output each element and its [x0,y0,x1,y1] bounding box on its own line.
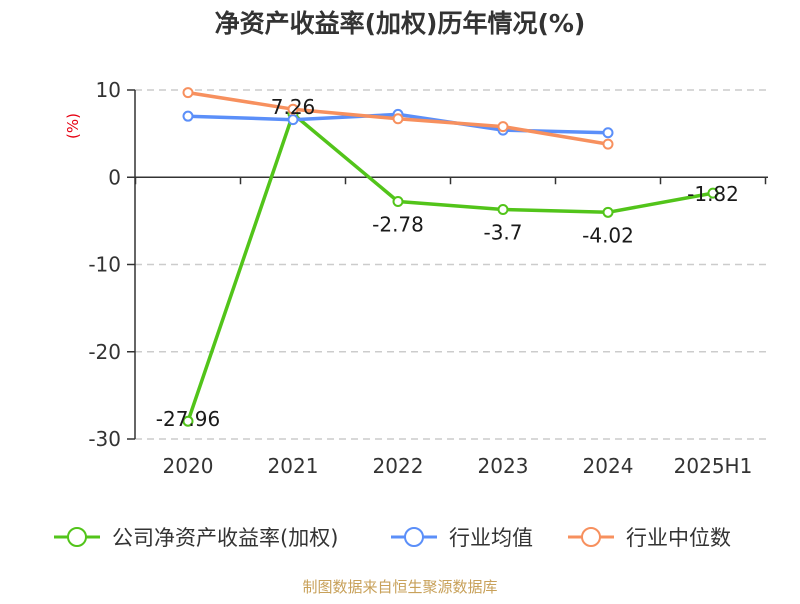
series-point [287,103,299,115]
y-tick-label: 0 [108,165,121,189]
series-point [182,415,194,427]
x-tick-label: 2022 [373,454,424,478]
x-tick-label: 2024 [583,454,634,478]
series-point [497,204,509,216]
series-point [602,206,614,218]
legend-swatch-marker [404,527,424,547]
series-point [287,114,299,126]
series-point [392,113,404,125]
data-label: -27.96 [156,407,220,431]
data-labels: -27.96 7.26 -2.78 -3.7 -4.02 -1.82 [156,95,739,431]
data-label: -4.02 [582,223,634,247]
series-point [602,138,614,150]
chart-title: 净资产收益率(加权)历年情况(%) [215,9,586,38]
y-tick-label: -30 [88,427,121,451]
legend-label: 行业均值 [449,526,533,550]
series-point [182,110,194,122]
legend-swatch-marker [581,527,601,547]
legend-label: 公司净资产收益率(加权) [112,526,338,550]
series-point [392,196,404,208]
y-tick-label: -20 [88,340,121,364]
x-tick-label: 2025H1 [674,454,753,478]
y-tick-label: 10 [96,78,121,102]
series-line [186,112,714,422]
series-point [497,121,509,133]
data-label: -2.78 [372,213,424,237]
data-label: -1.82 [687,182,739,206]
y-axis-label: (%) [64,113,82,139]
legend: 公司净资产收益率(加权) 行业均值 行业中位数 [54,526,731,550]
data-label: -3.7 [483,221,522,245]
source-note: 制图数据来自恒生聚源数据库 [302,578,497,596]
axes: 10 0 -10 -20 -30 2020 2021 2022 2023 2024 2025H1 [88,78,768,478]
series-point [182,87,194,99]
x-tick-label: 2021 [268,454,319,478]
legend-label: 行业中位数 [626,526,731,550]
series-point [707,187,719,199]
series-point [602,127,614,139]
x-tick-label: 2023 [478,454,529,478]
x-tick-label: 2020 [163,454,214,478]
series-lines [182,87,719,427]
grid-lines [135,89,768,440]
data-label: 7.26 [271,95,316,119]
legend-swatch-marker [67,527,87,547]
y-tick-label: -10 [88,253,121,277]
